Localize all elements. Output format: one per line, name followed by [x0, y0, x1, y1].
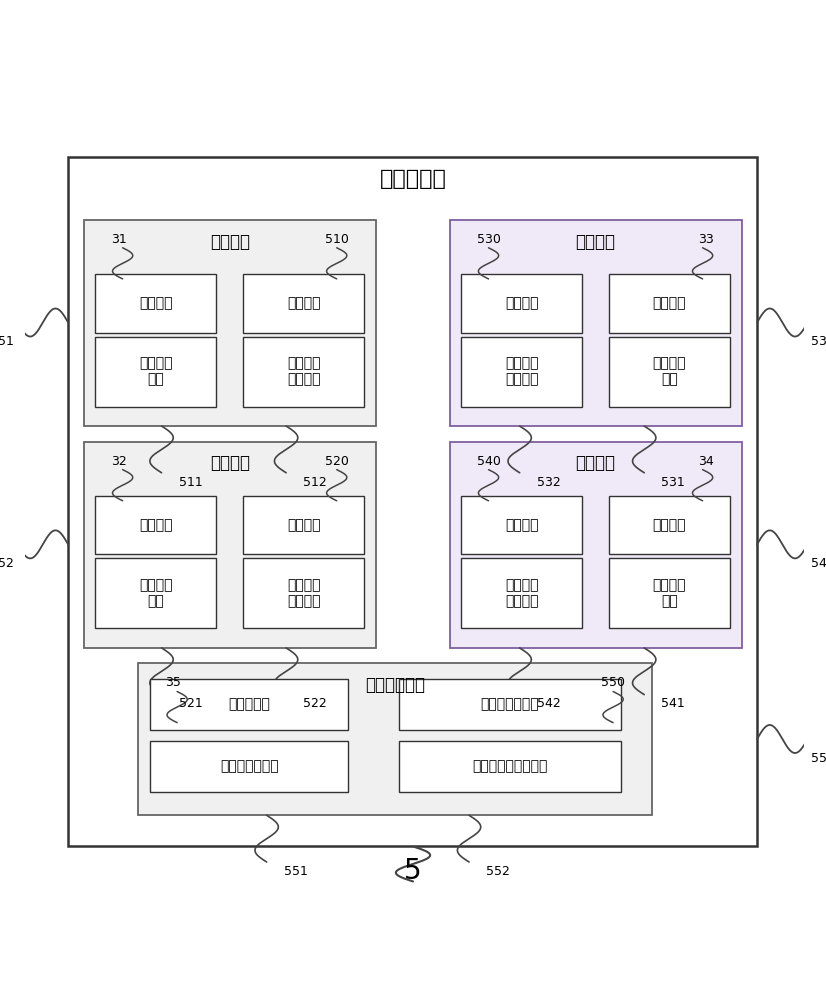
Bar — [399, 679, 621, 730]
Text: 541: 541 — [662, 697, 685, 710]
Bar — [95, 274, 216, 333]
Text: 质检终端: 质检终端 — [653, 518, 686, 532]
Bar — [610, 274, 730, 333]
Text: 检查设备: 检查设备 — [287, 518, 320, 532]
Text: 医疗器械存放台: 医疗器械存放台 — [481, 697, 539, 711]
Bar — [610, 558, 730, 628]
Text: 清洗扫描
装置: 清洗扫描 装置 — [139, 356, 173, 387]
Bar — [449, 442, 742, 648]
Bar — [244, 496, 364, 554]
Text: 清洗信息
打印装置: 清洗信息 打印装置 — [287, 356, 320, 387]
Bar — [449, 220, 742, 426]
Bar — [95, 496, 216, 554]
Text: 512: 512 — [303, 476, 327, 489]
Text: 发放台扫描装置: 发放台扫描装置 — [220, 760, 278, 774]
Text: 33: 33 — [699, 233, 714, 246]
Text: 34: 34 — [699, 455, 714, 468]
Bar — [399, 741, 621, 792]
Text: 消毒信息
打印装置: 消毒信息 打印装置 — [505, 356, 539, 387]
Text: 消毒扫描
装置: 消毒扫描 装置 — [653, 356, 686, 387]
Text: 552: 552 — [487, 865, 510, 878]
Text: 520: 520 — [325, 455, 349, 468]
Text: 消毒供应室: 消毒供应室 — [380, 169, 446, 189]
Text: 检查装置: 检查装置 — [210, 454, 249, 472]
Text: 522: 522 — [303, 697, 327, 710]
Text: 消毒装置: 消毒装置 — [576, 233, 615, 251]
Text: 清洗装置: 清洗装置 — [210, 233, 249, 251]
Text: 发放台信息打印装置: 发放台信息打印装置 — [472, 760, 548, 774]
Bar — [461, 496, 582, 554]
Bar — [610, 337, 730, 407]
Bar — [244, 337, 364, 407]
Bar — [69, 157, 757, 846]
Text: 51: 51 — [0, 335, 14, 348]
Text: 511: 511 — [178, 476, 202, 489]
Text: 35: 35 — [165, 676, 182, 689]
Text: 检查终端: 检查终端 — [139, 518, 173, 532]
Bar — [95, 558, 216, 628]
Bar — [138, 663, 652, 815]
Text: 54: 54 — [811, 557, 826, 570]
Text: 质检信息
打印装置: 质检信息 打印装置 — [505, 578, 539, 609]
Bar — [461, 274, 582, 333]
Text: 53: 53 — [811, 335, 826, 348]
Text: 发放台终端: 发放台终端 — [228, 697, 270, 711]
Text: 检查信息
打印装置: 检查信息 打印装置 — [287, 578, 320, 609]
Bar — [461, 337, 582, 407]
Bar — [244, 558, 364, 628]
Text: 31: 31 — [111, 233, 126, 246]
Text: 540: 540 — [477, 455, 501, 468]
Text: 532: 532 — [537, 476, 561, 489]
Text: 5: 5 — [404, 857, 422, 885]
Text: 质检装置: 质检装置 — [576, 454, 615, 472]
Text: 521: 521 — [178, 697, 202, 710]
Text: 收集发放装置: 收集发放装置 — [365, 676, 425, 694]
Bar — [83, 442, 376, 648]
Text: 531: 531 — [662, 476, 685, 489]
Text: 530: 530 — [477, 233, 501, 246]
Text: 检查扫描
装置: 检查扫描 装置 — [139, 578, 173, 609]
Text: 52: 52 — [0, 557, 14, 570]
Bar — [150, 679, 349, 730]
Bar — [150, 741, 349, 792]
Text: 质检设备: 质检设备 — [505, 518, 539, 532]
Bar — [610, 496, 730, 554]
Text: 542: 542 — [537, 697, 561, 710]
Text: 清洗设备: 清洗设备 — [287, 296, 320, 310]
Text: 55: 55 — [811, 752, 826, 765]
Bar — [95, 337, 216, 407]
Bar — [83, 220, 376, 426]
Text: 550: 550 — [601, 676, 624, 689]
Text: 消毒终端: 消毒终端 — [653, 296, 686, 310]
Bar — [461, 558, 582, 628]
Text: 质检扫描
装置: 质检扫描 装置 — [653, 578, 686, 609]
Text: 510: 510 — [325, 233, 349, 246]
Bar — [244, 274, 364, 333]
Text: 消毒设备: 消毒设备 — [505, 296, 539, 310]
Text: 32: 32 — [111, 455, 126, 468]
Text: 清洗终端: 清洗终端 — [139, 296, 173, 310]
Text: 551: 551 — [284, 865, 307, 878]
